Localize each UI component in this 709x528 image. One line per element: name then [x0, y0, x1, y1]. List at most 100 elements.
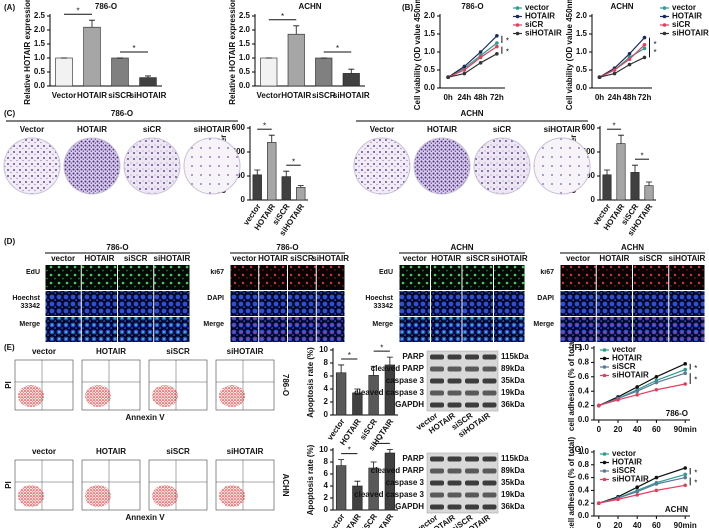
significance-star: * [281, 12, 284, 21]
y-tick-label: 8 [324, 358, 329, 367]
y-tick-label: 2 [324, 397, 329, 406]
point [597, 403, 601, 408]
x-tick-label: 40 [633, 521, 642, 528]
micrograph [431, 317, 462, 342]
micrograph [669, 291, 705, 316]
bar [335, 372, 347, 416]
band [465, 480, 479, 486]
legend-marker [662, 6, 667, 10]
band [465, 366, 479, 372]
column-label: siSCR [290, 254, 314, 263]
grid-title: ACHN [450, 243, 473, 252]
column-label: siSCR [639, 254, 663, 263]
y-tick-label: 10 [319, 445, 328, 454]
point [495, 44, 499, 49]
error-bar [297, 185, 304, 188]
column-label: vector [32, 347, 56, 356]
x-tick-label: siHOTAIR [333, 91, 370, 100]
x-tick-label: siSCR [312, 91, 336, 100]
legend-label: siSCR [612, 362, 636, 371]
band [430, 366, 444, 372]
point [654, 475, 659, 480]
column-label: HOTAIR [599, 254, 629, 263]
micrograph [118, 317, 154, 342]
micrograph [288, 317, 316, 342]
row-label: DAPI [537, 295, 554, 302]
error-bar [145, 75, 151, 78]
line [599, 37, 645, 78]
point [495, 34, 499, 38]
point [683, 362, 687, 366]
point [462, 64, 467, 69]
legend-marker [602, 460, 607, 465]
legend-label: siCR [672, 20, 690, 29]
x-tick-label: Vector [52, 91, 76, 100]
x-tick-label: 60 [652, 521, 661, 528]
point [683, 371, 687, 376]
cell-line-label: 786-O [281, 374, 290, 396]
legend-label: HOTAIR [525, 12, 555, 21]
y-tick-label: 2.0 [576, 11, 588, 20]
point [612, 71, 617, 76]
point [597, 501, 601, 506]
error-bar [338, 459, 345, 466]
y-tick-label: 2.5 [239, 11, 251, 20]
flow-population [85, 485, 111, 507]
y-axis-label: cell adhesion (% of total) [567, 337, 576, 432]
protein-label: caspase 3 [386, 376, 425, 385]
significance-star: * [694, 468, 697, 477]
micrograph [45, 317, 81, 342]
row-label: Hoechst 33342 [12, 295, 40, 310]
error-bar [293, 25, 300, 35]
line [599, 44, 645, 78]
band [482, 492, 497, 498]
error-bar [632, 164, 638, 173]
size-label: 19kDa [501, 388, 525, 397]
row-label: EdU [379, 269, 393, 276]
legend-marker [602, 452, 607, 456]
band [482, 480, 497, 486]
legend-label: siHOTAIR [672, 29, 709, 38]
error-bar [268, 134, 275, 143]
point [616, 497, 620, 502]
point [627, 57, 632, 61]
band [430, 492, 444, 498]
protein-label: cleaved PARP [371, 466, 425, 475]
y-tick-label: 0.0 [578, 511, 590, 520]
band [447, 390, 462, 396]
y-tick-label: 1.0 [34, 53, 46, 62]
significance-star: * [76, 6, 79, 15]
point [683, 466, 687, 470]
error-bar [386, 449, 393, 453]
micrograph [596, 291, 632, 316]
band [447, 504, 462, 510]
row-label: ki67 [540, 269, 554, 276]
bar [139, 77, 157, 87]
micrograph [230, 317, 259, 342]
axis-label: PI [4, 381, 13, 389]
column-label: HOTAIR [258, 254, 288, 263]
column-label: HOTAIR [96, 347, 126, 356]
point [654, 375, 659, 379]
legend-marker [602, 365, 607, 369]
column-label: siHOTAIR [491, 254, 528, 263]
band [447, 468, 462, 474]
band [482, 366, 497, 372]
micrograph [118, 265, 154, 290]
flow-population [18, 485, 44, 507]
line [447, 53, 498, 78]
legend-label: vector [612, 449, 636, 458]
y-tick-label: 0 [324, 410, 329, 419]
bar [260, 57, 278, 87]
y-tick-label: 0.5 [424, 65, 436, 74]
band [482, 354, 497, 360]
micrograph [399, 317, 430, 342]
y-tick-label: 0 [324, 505, 329, 514]
error-bar [604, 169, 610, 175]
x-tick-label: 20 [614, 425, 623, 434]
micrograph [462, 291, 493, 316]
micrograph [288, 265, 316, 290]
point [627, 62, 632, 67]
micrograph [230, 265, 259, 290]
bar [281, 176, 291, 201]
